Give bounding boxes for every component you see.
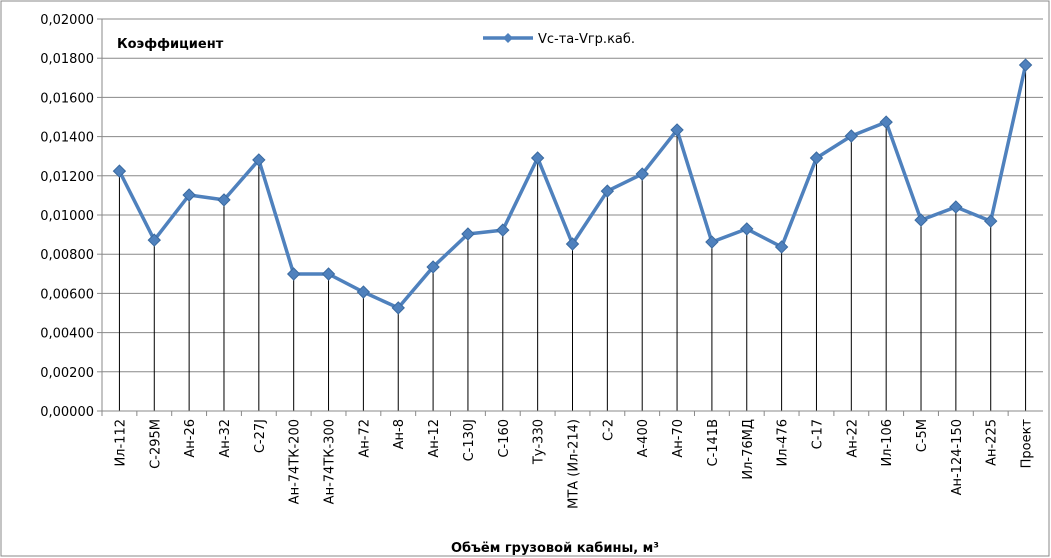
marker [774, 240, 789, 254]
marker [635, 167, 649, 181]
x-tick-label: С-130J [462, 419, 477, 461]
marker [286, 267, 301, 281]
y-tick-label: 0,01200 [40, 170, 94, 185]
y-tick-label: 0,00800 [40, 248, 94, 263]
marker [670, 123, 684, 137]
x-tick-label: Ан-74ТК-200 [288, 419, 303, 504]
x-tick-label: Ан-8 [392, 419, 407, 449]
x-tick-label: С-5М [915, 419, 930, 452]
x-tick-label: Проект [1020, 419, 1035, 469]
x-tick-label: С-295М [148, 419, 163, 469]
x-tick-label: Ил-476 [776, 419, 791, 467]
x-tick-label: С-160 [497, 419, 512, 458]
marker [740, 222, 754, 236]
x-tick-label: Ан-225 [985, 419, 1000, 466]
x-tick-label: С-141В [706, 419, 721, 467]
x-axis-title: Объём грузовой кабины, м³ [451, 541, 659, 556]
marker [949, 200, 963, 214]
marker [705, 235, 719, 249]
y-axis-title: Коэффициент [117, 37, 224, 52]
marker [844, 129, 859, 143]
y-tick-label: 0,00600 [40, 287, 94, 302]
x-tick-label: Ан-72 [357, 419, 372, 458]
x-tick-label: Ан-32 [218, 419, 233, 458]
marker [252, 153, 266, 167]
marker [809, 151, 824, 165]
y-tick-label: 0,00000 [40, 405, 94, 420]
marker [530, 151, 545, 165]
marker [496, 223, 510, 237]
x-tick-label: Ту-330 [532, 419, 547, 465]
x-tick-label: Ил-112 [113, 419, 128, 467]
marker [1018, 58, 1033, 72]
marker [356, 285, 371, 299]
y-tick-label: 0,01400 [40, 131, 94, 146]
marker [879, 115, 893, 129]
marker [147, 233, 161, 247]
marker [426, 260, 440, 274]
marker [565, 237, 580, 251]
x-tick-label: МТА (Ил-214) [567, 419, 582, 509]
y-tick-label: 0,01800 [40, 52, 94, 67]
x-tick-label: Ан-26 [183, 419, 198, 458]
marker [182, 188, 196, 202]
y-tick-label: 0,01600 [40, 91, 94, 106]
x-tick-label: Ан-74ТК-300 [323, 419, 338, 504]
x-tick-label: Ил-76МД [741, 419, 756, 480]
x-tick-label: С-27J [253, 419, 268, 453]
marker [112, 164, 127, 178]
marker [461, 227, 475, 241]
marker [600, 184, 615, 198]
marker [984, 214, 998, 228]
x-tick-label: Ил-106 [880, 419, 895, 467]
x-tick-label: Ан-12 [427, 419, 442, 458]
legend-label: Vс-та-Vгр.каб. [538, 32, 635, 47]
y-tick-label: 0,02000 [40, 13, 94, 28]
y-tick-label: 0,01000 [40, 209, 94, 224]
x-tick-label: Ан-70 [671, 419, 686, 458]
y-tick-label: 0,00200 [40, 366, 94, 381]
x-tick-label: С-2 [601, 419, 616, 441]
marker [321, 267, 336, 281]
legend-marker [503, 33, 513, 43]
marker [391, 301, 405, 315]
marker [217, 193, 231, 207]
x-tick-label: Ан-124-150 [950, 419, 965, 495]
x-tick-label: Ан-22 [845, 419, 860, 458]
marker [914, 213, 928, 227]
x-tick-label: С-17 [810, 419, 825, 449]
x-tick-label: А-400 [636, 419, 651, 457]
y-tick-label: 0,00400 [40, 327, 94, 342]
